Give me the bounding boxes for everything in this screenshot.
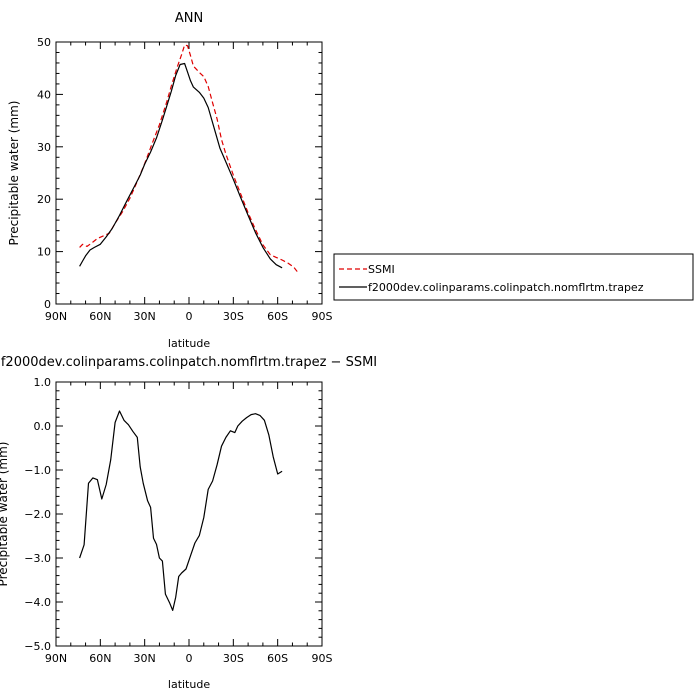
- bottom-x-tick-label: 90N: [45, 652, 67, 665]
- top-data-lines: [79, 44, 299, 274]
- top-x-tick-label: 90N: [45, 310, 67, 323]
- legend-box: [333, 253, 694, 301]
- legend: SSMI f2000dev.colinparams.colinpatch.nom…: [333, 253, 694, 301]
- bottom-y-tick-label: −2.0: [24, 508, 51, 521]
- top-y-tick-label: 30: [37, 141, 51, 154]
- top-x-axis-label: latitude: [168, 337, 210, 350]
- legend-model-label: f2000dev.colinparams.colinpatch.nomflrtm…: [368, 281, 644, 294]
- top-x-tick-label: 30S: [223, 310, 244, 323]
- bottom-y-tick-label: −4.0: [24, 596, 51, 609]
- bottom-data-lines: [79, 410, 283, 612]
- top-y-tick-label: 40: [37, 88, 51, 101]
- top-plot-frame: [55, 41, 323, 305]
- bottom-series-line-0: [79, 410, 283, 612]
- top-x-tick-label: 30N: [134, 310, 156, 323]
- top-y-tick-label: 10: [37, 246, 51, 259]
- bottom-y-tick-label: −5.0: [24, 640, 51, 653]
- bottom-x-tick-label: 60N: [89, 652, 111, 665]
- bottom-x-axis-label: latitude: [168, 678, 210, 691]
- bottom-tick-marks: [55, 381, 323, 647]
- top-y-tick-label: 20: [37, 193, 51, 206]
- bottom-y-tick-label: 0.0: [34, 420, 52, 433]
- bottom-y-axis-label: Precipitable water (mm): [0, 442, 10, 587]
- bottom-x-tick-label: 90S: [312, 652, 333, 665]
- bottom-chart-title: f2000dev.colinparams.colinpatch.nomflrtm…: [1, 355, 377, 370]
- bottom-tick-labels: 90N 60N 30N 0 30S 60S 90S 1.0 0.0 −1.0 −2.0 −3.0 −4.…: [24, 376, 332, 665]
- bottom-plot-frame: [55, 381, 323, 647]
- top-y-tick-label: 0: [44, 298, 51, 311]
- top-x-tick-label: 0: [186, 310, 193, 323]
- top-series-line-1: [79, 62, 283, 269]
- top-x-tick-label: 60N: [89, 310, 111, 323]
- bottom-panel: f2000dev.colinparams.colinpatch.nomflrtm…: [0, 355, 377, 691]
- bottom-y-tick-label: 1.0: [34, 376, 52, 389]
- top-tick-labels: 90N 60N 30N 0 30S 60S 90S 0 10 20 30 40 50: [37, 36, 333, 323]
- top-chart-title: ANN: [175, 11, 203, 26]
- bottom-x-tick-label: 30S: [223, 652, 244, 665]
- bottom-y-tick-label: −3.0: [24, 552, 51, 565]
- top-tick-marks: [55, 41, 323, 305]
- top-x-tick-label: 90S: [312, 310, 333, 323]
- legend-ssmi-label: SSMI: [368, 263, 395, 276]
- bottom-x-tick-label: 60S: [267, 652, 288, 665]
- bottom-x-tick-label: 0: [186, 652, 193, 665]
- bottom-y-tick-label: −1.0: [24, 464, 51, 477]
- top-y-tick-label: 50: [37, 36, 51, 49]
- top-panel: ANN 90N 60N 30N 0 30S 60S 90S 0 10 20 30 40 50 latit…: [7, 11, 333, 350]
- top-x-tick-label: 60S: [267, 310, 288, 323]
- top-y-axis-label: Precipitable water (mm): [7, 101, 21, 246]
- bottom-x-tick-label: 30N: [134, 652, 156, 665]
- top-series-line-0: [79, 44, 299, 274]
